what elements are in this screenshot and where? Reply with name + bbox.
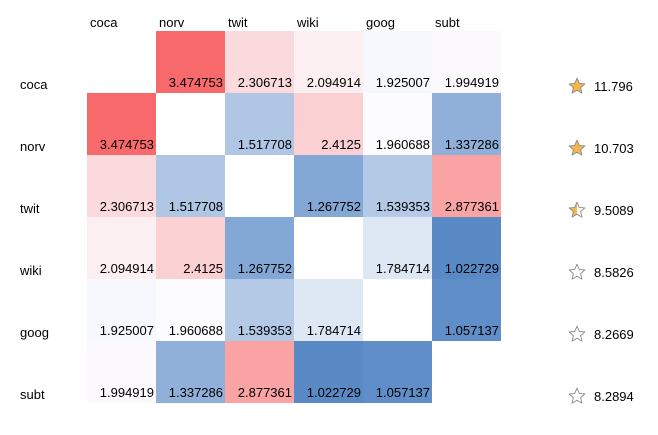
cell-twit-twit[interactable] — [225, 155, 294, 217]
star-filled-icon — [568, 139, 586, 156]
cell-norv-coca[interactable]: 3.474753 — [87, 93, 156, 155]
score-value[interactable]: 11.796 — [594, 78, 633, 94]
cell-coca-twit[interactable]: 2.306713 — [225, 31, 294, 93]
cell-coca-goog[interactable]: 1.925007 — [363, 31, 432, 93]
cell-subt-goog[interactable]: 1.057137 — [363, 341, 432, 403]
row-header-goog[interactable]: goog — [20, 325, 49, 340]
star-half-icon — [568, 201, 586, 218]
cell-wiki-subt[interactable]: 1.022729 — [432, 217, 501, 279]
star-empty-icon — [568, 325, 586, 342]
cell-subt-coca[interactable]: 1.994919 — [87, 341, 156, 403]
row-header-wiki[interactable]: wiki — [20, 263, 42, 278]
cell-coca-subt[interactable]: 1.994919 — [432, 31, 501, 93]
cell-subt-wiki[interactable]: 1.022729 — [294, 341, 363, 403]
row-header-subt[interactable]: subt — [20, 387, 45, 402]
row-header-coca[interactable]: coca — [20, 77, 48, 92]
cell-twit-goog[interactable]: 1.539353 — [363, 155, 432, 217]
cell-twit-coca[interactable]: 2.306713 — [87, 155, 156, 217]
score-row-twit: 9.5089 — [568, 200, 658, 220]
row-header-norv[interactable]: norv — [20, 139, 46, 154]
col-header-coca[interactable]: coca — [90, 15, 118, 30]
score-value[interactable]: 8.2894 — [594, 388, 634, 404]
star-filled-icon — [568, 77, 586, 94]
cell-goog-subt[interactable]: 1.057137 — [432, 279, 501, 341]
star-empty-icon — [568, 387, 586, 404]
cell-wiki-wiki[interactable] — [294, 217, 363, 279]
score-row-subt: 8.2894 — [568, 386, 658, 406]
col-header-subt[interactable]: subt — [435, 15, 460, 30]
cell-norv-goog[interactable]: 1.960688 — [363, 93, 432, 155]
cell-goog-goog[interactable] — [363, 279, 432, 341]
cell-wiki-coca[interactable]: 2.094914 — [87, 217, 156, 279]
score-row-coca: 11.796 — [568, 76, 658, 96]
cell-wiki-twit[interactable]: 1.267752 — [225, 217, 294, 279]
cell-twit-norv[interactable]: 1.517708 — [156, 155, 225, 217]
cell-coca-wiki[interactable]: 2.094914 — [294, 31, 363, 93]
score-row-norv: 10.703 — [568, 138, 658, 158]
score-row-goog: 8.2669 — [568, 324, 658, 344]
score-value[interactable]: 8.5826 — [594, 264, 634, 280]
cell-goog-twit[interactable]: 1.539353 — [225, 279, 294, 341]
cell-goog-wiki[interactable]: 1.784714 — [294, 279, 363, 341]
score-value[interactable]: 10.703 — [594, 140, 634, 156]
cell-twit-wiki[interactable]: 1.267752 — [294, 155, 363, 217]
score-value[interactable]: 9.5089 — [594, 202, 634, 218]
cell-norv-subt[interactable]: 1.337286 — [432, 93, 501, 155]
cell-subt-norv[interactable]: 1.337286 — [156, 341, 225, 403]
cell-goog-norv[interactable]: 1.960688 — [156, 279, 225, 341]
score-row-wiki: 8.5826 — [568, 262, 658, 282]
row-header-twit[interactable]: twit — [20, 201, 40, 216]
cell-norv-norv[interactable] — [156, 93, 225, 155]
score-value[interactable]: 8.2669 — [594, 326, 634, 342]
cell-wiki-norv[interactable]: 2.4125 — [156, 217, 225, 279]
cell-wiki-goog[interactable]: 1.784714 — [363, 217, 432, 279]
col-header-norv[interactable]: norv — [159, 15, 185, 30]
col-header-goog[interactable]: goog — [366, 15, 395, 30]
cell-norv-wiki[interactable]: 2.4125 — [294, 93, 363, 155]
cell-norv-twit[interactable]: 1.517708 — [225, 93, 294, 155]
col-header-wiki[interactable]: wiki — [297, 15, 319, 30]
cell-goog-coca[interactable]: 1.925007 — [87, 279, 156, 341]
cell-coca-norv[interactable]: 3.474753 — [156, 31, 225, 93]
col-header-twit[interactable]: twit — [228, 15, 248, 30]
cell-coca-coca[interactable] — [87, 31, 156, 93]
cell-twit-subt[interactable]: 2.877361 — [432, 155, 501, 217]
cell-subt-subt[interactable] — [432, 341, 501, 403]
cell-subt-twit[interactable]: 2.877361 — [225, 341, 294, 403]
star-empty-icon — [568, 263, 586, 280]
